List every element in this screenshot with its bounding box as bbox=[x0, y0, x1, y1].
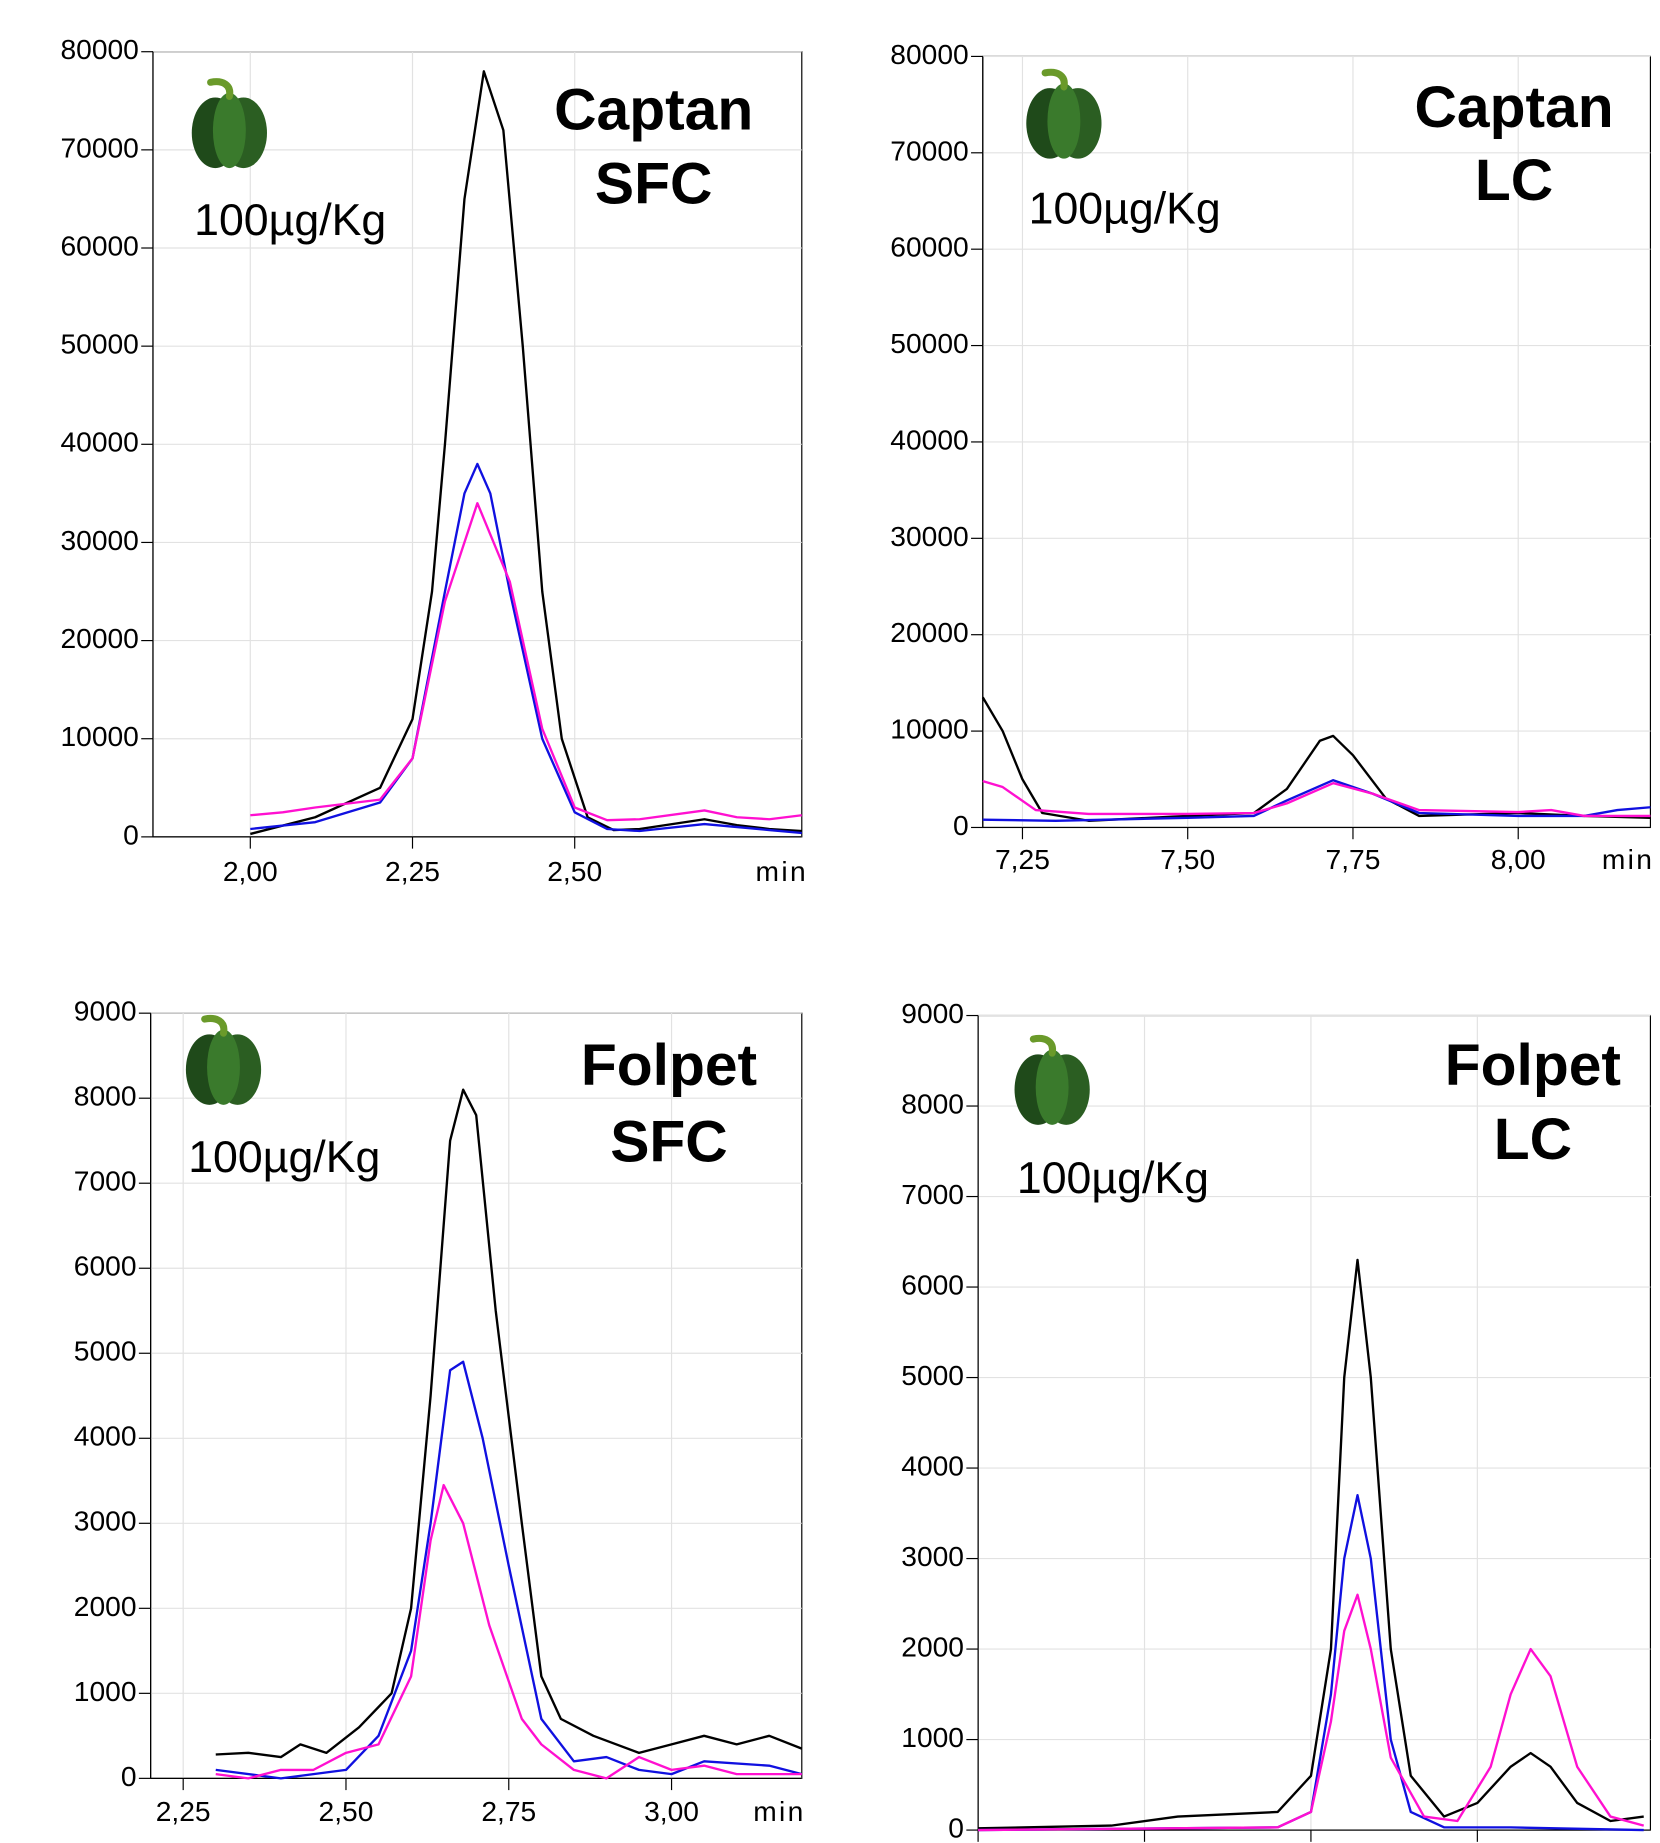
data-line bbox=[215, 1088, 803, 1759]
y-tick-label: 1000 bbox=[74, 1675, 137, 1707]
data-line bbox=[978, 1593, 1645, 1832]
x-tick-label: 7,75 bbox=[1326, 843, 1381, 875]
y-tick-label: 30000 bbox=[60, 524, 138, 556]
x-tick-label: 2,50 bbox=[547, 855, 602, 887]
chart-panel: 0 10000 20000 30000 40000 50000 60000 70000 8000… bbox=[60, 33, 808, 887]
y-tick-label: 7000 bbox=[74, 1165, 137, 1197]
y-tick-label: 40000 bbox=[890, 423, 968, 455]
pepper-stem bbox=[1041, 68, 1068, 91]
y-tick-label: 0 bbox=[948, 1812, 964, 1843]
x-axis-label: min bbox=[1602, 843, 1654, 875]
y-tick-label: 10000 bbox=[890, 713, 968, 745]
y-tick-label: 8000 bbox=[901, 1087, 964, 1119]
y-tick-label: 50000 bbox=[60, 328, 138, 360]
pepper-icon bbox=[185, 1014, 262, 1105]
y-tick-label: 3000 bbox=[74, 1505, 137, 1537]
pepper-stem bbox=[1029, 1034, 1057, 1057]
y-tick-label: 2000 bbox=[74, 1590, 137, 1622]
y-tick-label: 3000 bbox=[901, 1540, 964, 1572]
y-tick-label: 5000 bbox=[901, 1359, 964, 1391]
y-tick-label: 9000 bbox=[74, 995, 137, 1027]
y-tick-label: 80000 bbox=[60, 33, 138, 65]
y-tick-label: 0 bbox=[123, 818, 139, 850]
plot-area bbox=[150, 1012, 803, 1779]
y-tick-label: 5000 bbox=[74, 1335, 137, 1367]
y-tick-label: 70000 bbox=[60, 131, 138, 163]
y-tick-label: 0 bbox=[121, 1760, 137, 1792]
y-tick-label: 40000 bbox=[60, 426, 138, 458]
y-tick-label: 60000 bbox=[60, 229, 138, 261]
y-tick-label: 6000 bbox=[901, 1268, 964, 1300]
y-tick-label: 8000 bbox=[74, 1080, 137, 1112]
x-axis-label: min bbox=[753, 1795, 805, 1827]
x-tick-label: 3,00 bbox=[644, 1795, 699, 1827]
y-tick-label: 80000 bbox=[890, 38, 968, 70]
y-tick-label: 20000 bbox=[60, 622, 138, 654]
y-tick-label: 4000 bbox=[901, 1450, 964, 1482]
y-tick-label: 30000 bbox=[890, 520, 968, 552]
pepper-body bbox=[207, 1029, 240, 1105]
data-line bbox=[978, 1258, 1644, 1830]
annotation-title: Captan bbox=[554, 78, 753, 143]
annotation-title: Captan bbox=[1415, 75, 1614, 140]
y-tick-label: 20000 bbox=[890, 616, 968, 648]
data-line bbox=[215, 1360, 803, 1780]
chart-panel: 0 10000 20000 30000 40000 50000 60000 70000 8000… bbox=[890, 38, 1654, 875]
pepper-stem bbox=[207, 78, 234, 100]
y-tick-label: 7000 bbox=[901, 1178, 964, 1210]
x-tick-label: 2,75 bbox=[481, 1795, 536, 1827]
pepper-icon bbox=[1014, 1034, 1090, 1125]
y-tick-label: 1000 bbox=[901, 1721, 964, 1753]
annotation-concentration: 100µg/Kg bbox=[1029, 184, 1221, 233]
chart-panel: 0 1000 2000 3000 4000 5000 6000 7000 8000 9000 2,2… bbox=[74, 995, 805, 1827]
pepper-body bbox=[1047, 83, 1081, 159]
pepper-body bbox=[1035, 1049, 1069, 1125]
chart-panel: 01000200030004000500060007000800090008,0… bbox=[901, 997, 1652, 1843]
data-line bbox=[215, 1483, 802, 1780]
pepper-icon bbox=[1026, 68, 1102, 159]
annotation-title: Folpet bbox=[581, 1033, 757, 1098]
data-line bbox=[250, 502, 802, 822]
x-axis-label: min bbox=[756, 855, 808, 887]
y-tick-label: 70000 bbox=[890, 134, 968, 166]
pepper-icon bbox=[191, 78, 267, 169]
x-tick-label: 2,00 bbox=[223, 855, 278, 887]
annotation-title: SFC bbox=[610, 1110, 728, 1175]
x-tick-label: 8,00 bbox=[1491, 843, 1546, 875]
pepper-body bbox=[212, 92, 246, 169]
annotation-title: LC bbox=[1475, 148, 1553, 213]
annotation-concentration: 100µg/Kg bbox=[194, 196, 386, 245]
y-tick-label: 4000 bbox=[74, 1420, 137, 1452]
y-tick-label: 60000 bbox=[890, 231, 968, 263]
x-tick-label: 2,50 bbox=[319, 1795, 374, 1827]
data-line bbox=[982, 780, 1651, 818]
x-tick-label: 7,25 bbox=[995, 843, 1050, 875]
x-tick-label: 2,25 bbox=[385, 855, 440, 887]
annotation-title: Folpet bbox=[1445, 1033, 1621, 1098]
annotation-title: LC bbox=[1494, 1107, 1572, 1172]
data-line bbox=[250, 70, 802, 836]
x-tick-label: 2,25 bbox=[156, 1795, 211, 1827]
y-tick-label: 50000 bbox=[890, 327, 968, 359]
pepper-stem bbox=[201, 1014, 228, 1037]
y-tick-label: 0 bbox=[953, 809, 969, 841]
annotation-concentration: 100µg/Kg bbox=[188, 1133, 380, 1182]
x-tick-label: 7,50 bbox=[1160, 843, 1215, 875]
plot-area bbox=[977, 1014, 1652, 1831]
annotation-title: SFC bbox=[595, 152, 713, 217]
y-tick-label: 2000 bbox=[901, 1631, 964, 1663]
y-tick-label: 9000 bbox=[901, 997, 964, 1029]
y-tick-label: 6000 bbox=[74, 1250, 137, 1282]
annotation-concentration: 100µg/Kg bbox=[1017, 1154, 1209, 1203]
y-tick-label: 10000 bbox=[60, 720, 138, 752]
